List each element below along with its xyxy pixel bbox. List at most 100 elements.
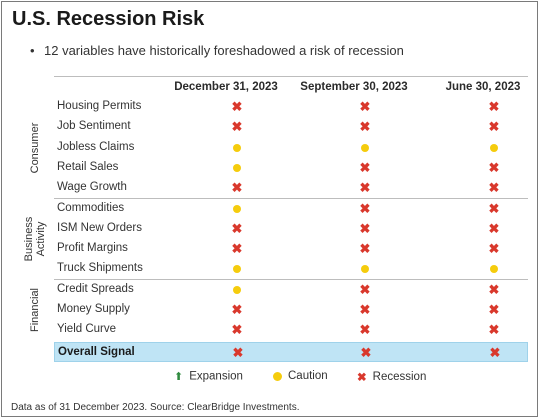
recession-x-icon: ✖ [489, 344, 501, 360]
legend-caution: Caution [273, 370, 328, 382]
signal-cell: ✖ [485, 343, 505, 363]
recession-x-icon: ✖ [231, 119, 243, 135]
table-row: Housing Permits ✖ ✖ ✖ [54, 97, 528, 117]
page-title: U.S. Recession Risk [12, 8, 205, 30]
signal-cell [227, 280, 247, 300]
column-header-dec-2023: December 31, 2023 [174, 81, 278, 93]
row-label: Jobless Claims [57, 140, 135, 153]
signal-cell: ✖ [484, 239, 504, 259]
bullet-text: 12 variables have historically foreshado… [44, 43, 404, 58]
recession-x-icon: ✖ [231, 302, 243, 317]
bullet-note: • 12 variables have historically foreshad… [30, 43, 404, 58]
signal-cell: ✖ [227, 97, 247, 117]
caution-dot-icon [490, 265, 498, 274]
caution-dot-icon [273, 371, 282, 381]
row-label: Credit Spreads [57, 282, 134, 295]
recession-x-icon: ✖ [488, 159, 500, 175]
group-divider [54, 278, 528, 280]
legend-recession: ✖ Recession [357, 370, 426, 384]
signal-cell: ✖ [355, 219, 375, 239]
table-row: Yield Curve ✖ ✖ ✖ [54, 320, 528, 340]
table-row: Wage Growth ✖ ✖ ✖ [54, 178, 528, 198]
recession-x-icon: ✖ [359, 302, 371, 317]
caution-dot-icon [233, 265, 241, 274]
row-label: Yield Curve [57, 323, 117, 336]
recession-x-icon: ✖ [231, 220, 243, 236]
recession-x-icon: ✖ [488, 281, 500, 297]
signal-cell [227, 199, 247, 219]
recession-x-icon: ✖ [488, 241, 500, 257]
signal-cell [484, 138, 504, 158]
table-row: Retail Sales ✖ ✖ [54, 158, 528, 178]
legend-expansion-label: Expansion [189, 370, 243, 383]
table-row: Commodities ✖ ✖ [54, 199, 528, 219]
row-label: Retail Sales [57, 160, 119, 173]
recession-x-icon: ✖ [488, 220, 500, 236]
recession-x-icon: ✖ [359, 200, 371, 216]
recession-x-icon: ✖ [359, 220, 371, 236]
signal-cell: ✖ [228, 343, 248, 363]
row-label: Job Sentiment [57, 120, 131, 133]
recession-x-icon: ✖ [360, 344, 372, 360]
group-label-line: Consumer [29, 122, 41, 174]
table-row: Money Supply ✖ ✖ ✖ [54, 300, 528, 320]
legend-expansion: ⬆ Expansion [174, 370, 243, 384]
group-divider [54, 197, 528, 199]
signal-cell [227, 259, 247, 279]
caution-dot-icon [233, 163, 241, 172]
recession-x-icon: ✖ [488, 302, 500, 317]
column-header-jun-2023: June 30, 2023 [445, 81, 521, 93]
table-row: Job Sentiment ✖ ✖ ✖ [54, 117, 528, 137]
signal-cell: ✖ [227, 178, 247, 198]
signal-cell: ✖ [355, 158, 375, 178]
signal-cell: ✖ [484, 158, 504, 178]
signal-cell: ✖ [484, 199, 504, 219]
signal-cell: ✖ [484, 117, 504, 137]
recession-x-icon: ✖ [359, 119, 371, 135]
signal-cell: ✖ [355, 280, 375, 300]
signal-cell: ✖ [355, 239, 375, 259]
recession-x-icon: ✖ [231, 180, 243, 196]
signal-cell: ✖ [355, 300, 375, 320]
recession-x-icon: ✖ [231, 241, 243, 257]
row-label: ISM New Orders [57, 221, 142, 234]
signal-cell: ✖ [227, 219, 247, 239]
recession-x-icon: ✖ [359, 159, 371, 175]
recession-x-icon: ✖ [359, 99, 371, 114]
source-note: Data as of 31 December 2023. Source: Cle… [11, 402, 300, 413]
row-label: Housing Permits [57, 100, 142, 112]
recession-x-icon: ✖ [359, 322, 371, 338]
table-row: Profit Margins ✖ ✖ ✖ [54, 239, 528, 259]
signal-cell: ✖ [355, 97, 375, 117]
table-row: ISM New Orders ✖ ✖ ✖ [54, 219, 528, 239]
recession-x-icon: ✖ [359, 281, 371, 297]
signal-cell: ✖ [355, 178, 375, 198]
signal-cell: ✖ [484, 97, 504, 117]
caution-dot-icon [233, 204, 241, 213]
signal-cell: ✖ [227, 320, 247, 340]
recession-x-icon: ✖ [488, 180, 500, 196]
caution-dot-icon [361, 143, 369, 152]
recession-x-icon: ✖ [232, 344, 244, 360]
overall-signal-row: Overall Signal ✖ ✖ ✖ [54, 341, 528, 363]
bullet-dot-icon: • [30, 43, 35, 58]
signal-cell: ✖ [355, 199, 375, 219]
signal-cell: ✖ [484, 280, 504, 300]
signal-cell: ✖ [484, 320, 504, 340]
caution-dot-icon [233, 143, 241, 152]
caution-dot-icon [490, 143, 498, 152]
group-label: Consumer [29, 103, 43, 193]
table-row: Jobless Claims [54, 138, 528, 158]
signal-cell: ✖ [355, 320, 375, 340]
recession-x-icon: ✖ [357, 372, 367, 384]
signal-cell: ✖ [227, 239, 247, 259]
signal-cell [355, 259, 375, 279]
signal-cell: ✖ [355, 117, 375, 137]
recession-x-icon: ✖ [231, 322, 243, 338]
row-label: Commodities [57, 201, 125, 214]
group-label: Financial [29, 265, 43, 355]
row-label: Money Supply [57, 303, 130, 315]
up-arrow-icon: ⬆ [174, 371, 184, 383]
signal-cell: ✖ [356, 343, 376, 363]
group-label-line: Financial [29, 288, 41, 333]
